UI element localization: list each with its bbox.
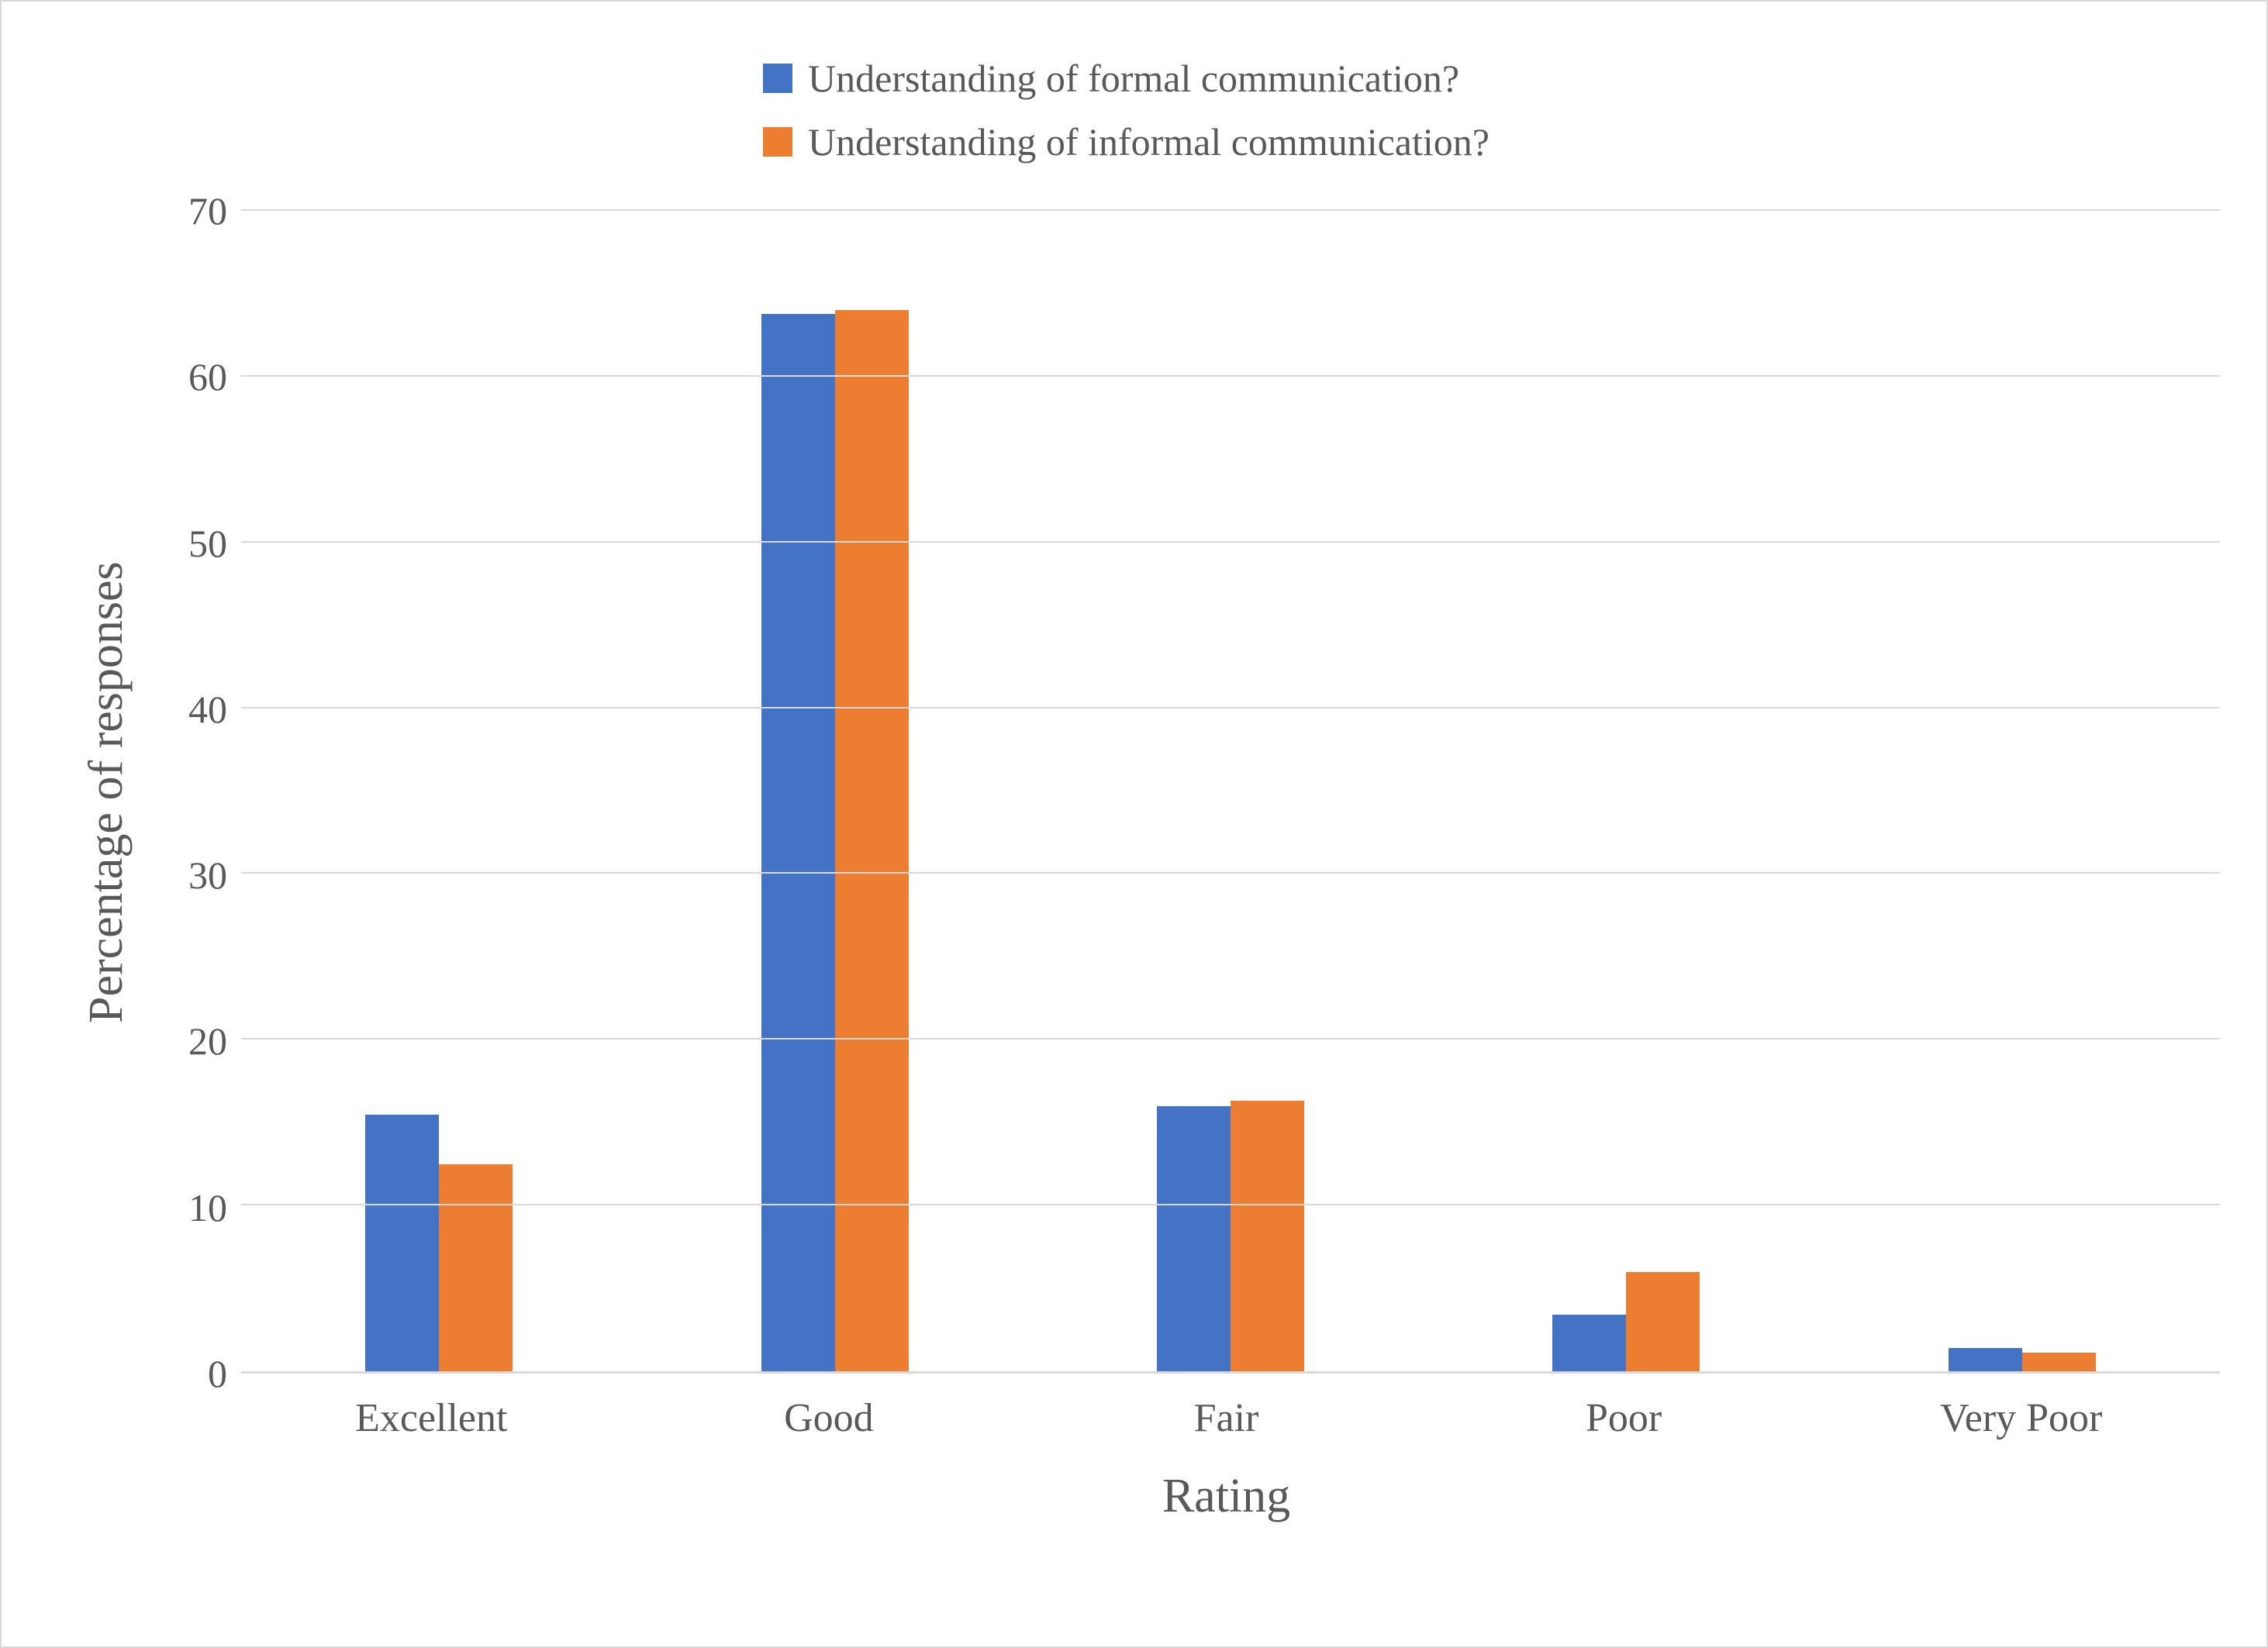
legend-swatch-1 xyxy=(763,127,792,157)
bar-series1-poor xyxy=(1626,1272,1700,1371)
gridline-20 xyxy=(241,1038,2220,1039)
bar-group-fair xyxy=(1033,211,1428,1371)
legend: Understanding of formal communication? U… xyxy=(763,56,1490,164)
legend-item-series-1: Understanding of informal communication? xyxy=(763,119,1490,164)
legend-label-1: Understanding of informal communication? xyxy=(808,119,1490,164)
x-label-fair: Fair xyxy=(1027,1395,1425,1441)
y-tick-20: 20 xyxy=(188,1019,227,1064)
legend-swatch-0 xyxy=(763,64,792,93)
gridline-50 xyxy=(241,541,2220,543)
bar-group-good xyxy=(637,211,1032,1371)
x-axis-labels: ExcellentGoodFairPoorVery Poor xyxy=(233,1374,2220,1441)
bar-series1-very-poor xyxy=(2022,1353,2096,1371)
x-label-good: Good xyxy=(630,1395,1028,1441)
legend-label-0: Understanding of formal communication? xyxy=(808,56,1459,101)
y-axis-ticks: 010203040506070 xyxy=(148,211,241,1374)
plot xyxy=(241,211,2220,1374)
bar-series0-fair xyxy=(1157,1106,1231,1371)
gridline-30 xyxy=(241,872,2220,874)
y-axis-title: Percentage of responses xyxy=(79,211,134,1374)
y-tick-40: 40 xyxy=(188,687,227,732)
gridline-10 xyxy=(241,1204,2220,1205)
bar-series1-excellent xyxy=(439,1164,513,1371)
y-tick-50: 50 xyxy=(188,521,227,566)
y-tick-60: 60 xyxy=(188,354,227,399)
bar-group-poor xyxy=(1428,211,1824,1371)
bar-series1-good xyxy=(835,310,909,1371)
gridline-70 xyxy=(241,209,2220,211)
y-tick-70: 70 xyxy=(188,188,227,233)
y-tick-10: 10 xyxy=(188,1185,227,1230)
gridline-60 xyxy=(241,375,2220,377)
bar-series0-poor xyxy=(1552,1315,1626,1371)
y-tick-0: 0 xyxy=(208,1351,227,1396)
gridline-40 xyxy=(241,707,2220,709)
x-label-poor: Poor xyxy=(1425,1395,1823,1441)
x-axis-title: Rating xyxy=(233,1469,2220,1524)
y-tick-30: 30 xyxy=(188,853,227,898)
bar-series0-excellent xyxy=(365,1115,439,1371)
bar-group-very-poor xyxy=(1824,211,2220,1371)
bar-group-excellent xyxy=(241,211,637,1371)
x-axis-labels-row: ExcellentGoodFairPoorVery Poor xyxy=(233,1374,2220,1441)
legend-item-series-0: Understanding of formal communication? xyxy=(763,56,1459,101)
x-label-excellent: Excellent xyxy=(233,1395,630,1441)
plot-area: Percentage of responses 010203040506070 xyxy=(79,211,2220,1374)
chart-container: Understanding of formal communication? U… xyxy=(0,0,2268,1648)
bar-series0-very-poor xyxy=(1949,1348,2022,1371)
bar-series0-good xyxy=(761,314,835,1371)
bar-groups xyxy=(241,211,2220,1371)
bar-series1-fair xyxy=(1231,1101,1304,1371)
x-label-very-poor: Very Poor xyxy=(1822,1395,2220,1441)
